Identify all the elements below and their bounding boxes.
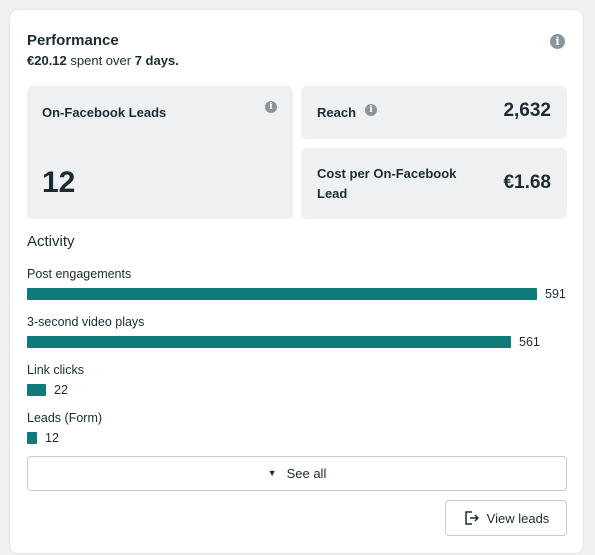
- metric-cost-per-lead: Cost per On-Facebook Lead €1.68: [301, 148, 567, 219]
- activity-item-value: 22: [54, 383, 68, 397]
- activity-item: Leads (Form) 12: [27, 409, 567, 445]
- metric-cost-value: €1.68: [503, 172, 551, 193]
- metric-cost-label: Cost per On-Facebook Lead: [317, 166, 457, 201]
- activity-item-value: 591: [545, 287, 566, 301]
- activity-item: Link clicks 22: [27, 361, 567, 397]
- activity-bar: [27, 432, 37, 444]
- activity-bar: [27, 288, 537, 300]
- spent-period: 7 days.: [134, 53, 179, 68]
- export-icon: [463, 510, 479, 526]
- activity-item-value: 12: [45, 431, 59, 445]
- card-title: Performance: [27, 32, 119, 49]
- activity-title: Activity: [27, 233, 75, 250]
- info-icon[interactable]: i: [265, 101, 277, 113]
- metric-reach-label: Reach: [317, 105, 357, 120]
- activity-item-label: Link clicks: [27, 363, 84, 377]
- metric-leads-value: 12: [42, 166, 76, 199]
- activity-item: Post engagements 591: [27, 265, 567, 301]
- metric-leads: On-Facebook Leads i 12: [27, 86, 293, 219]
- activity-item-label: Post engagements: [27, 267, 132, 281]
- performance-card: Performance €20.12 spent over 7 days. i …: [10, 10, 583, 553]
- activity-item-label: 3-second video plays: [27, 315, 145, 329]
- metric-leads-label: On-Facebook Leads: [42, 105, 167, 120]
- metric-reach-value: 2,632: [503, 100, 551, 121]
- activity-item-label: Leads (Form): [27, 411, 103, 425]
- see-all-button[interactable]: ▼ See all: [27, 456, 567, 491]
- see-all-label: See all: [286, 466, 327, 481]
- activity-item-value: 561: [519, 335, 540, 349]
- chevron-down-icon: ▼: [267, 467, 277, 478]
- info-icon[interactable]: i: [550, 34, 565, 49]
- info-icon[interactable]: i: [365, 104, 377, 116]
- activity-bar: [27, 336, 511, 348]
- activity-item: 3-second video plays 561: [27, 313, 567, 349]
- metric-reach: Reach i 2,632: [301, 86, 567, 139]
- spent-amount: €20.12: [27, 53, 67, 68]
- activity-bar: [27, 384, 46, 396]
- view-leads-button[interactable]: View leads: [445, 500, 567, 536]
- view-leads-label: View leads: [486, 510, 550, 526]
- spend-summary: €20.12 spent over 7 days.: [27, 53, 179, 68]
- spent-mid: spent over: [70, 53, 132, 68]
